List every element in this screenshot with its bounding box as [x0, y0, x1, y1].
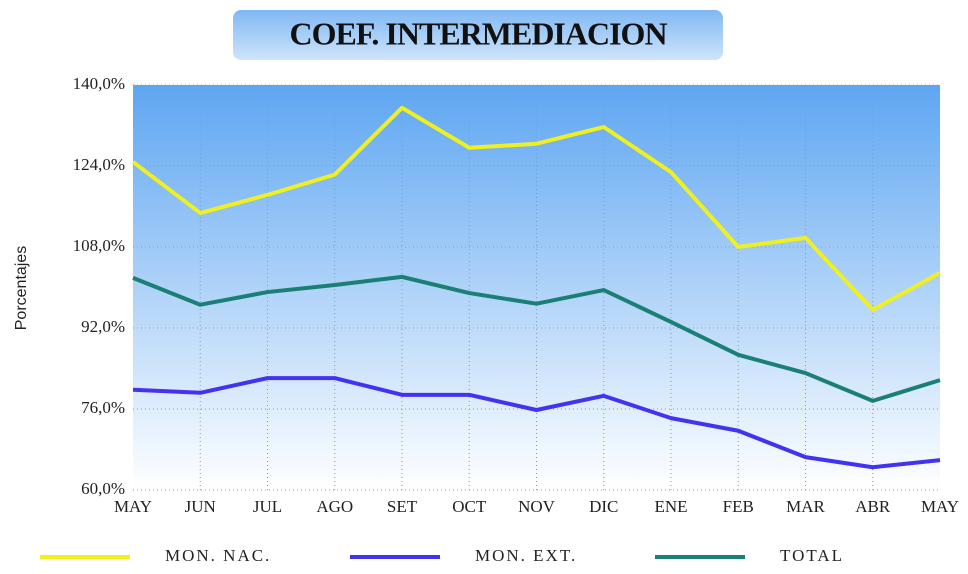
- legend-label: MON. NAC.: [165, 546, 271, 565]
- y-axis-label: Porcentajes: [13, 246, 30, 331]
- x-tick-label: MAY: [921, 497, 959, 516]
- x-tick-label: ABR: [855, 497, 891, 516]
- x-tick-label: SET: [387, 497, 418, 516]
- legend-label: MON. EXT.: [475, 546, 577, 565]
- y-tick-label: 60,0%: [81, 479, 125, 498]
- x-tick-label: ENE: [654, 497, 687, 516]
- y-tick-label: 76,0%: [81, 398, 125, 417]
- series-line: [131, 105, 941, 312]
- x-tick-label: NOV: [518, 497, 556, 516]
- y-tick-label: 124,0%: [73, 155, 125, 174]
- chart-title: COEF. INTERMEDIACION: [289, 15, 667, 51]
- y-tick-label: 92,0%: [81, 317, 125, 336]
- y-tick-label: 108,0%: [73, 236, 125, 255]
- x-tick-label: MAR: [786, 497, 825, 516]
- x-tick-label: MAY: [114, 497, 152, 516]
- x-tick-label: OCT: [452, 497, 487, 516]
- x-tick-label: AGO: [316, 497, 353, 516]
- legend-label: TOTAL: [780, 546, 844, 565]
- series-line: [132, 376, 941, 470]
- x-tick-label: JUN: [185, 497, 216, 516]
- title-box: [233, 10, 723, 60]
- series-line: [132, 274, 941, 403]
- x-tick-label: DIC: [589, 497, 618, 516]
- x-tick-label: JUL: [253, 497, 282, 516]
- plot-area: [133, 85, 940, 490]
- x-tick-label: FEB: [723, 497, 754, 516]
- y-tick-label: 140,0%: [73, 74, 125, 93]
